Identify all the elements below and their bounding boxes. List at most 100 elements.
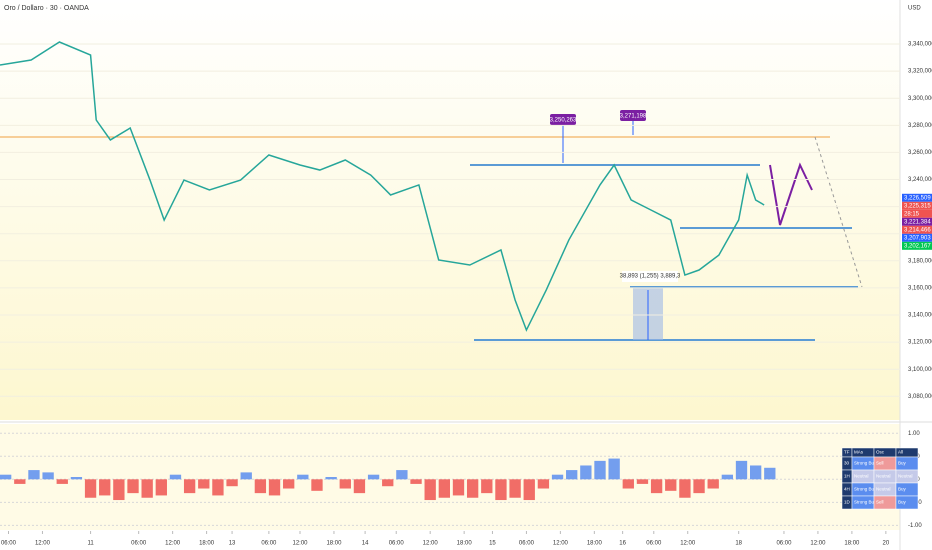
countdown-box	[902, 209, 932, 218]
price-label: 3,214,466	[904, 227, 931, 233]
table-text: Strong Buy	[854, 461, 877, 466]
price-pane	[0, 0, 900, 420]
x-tick-label: 18:00	[199, 541, 215, 547]
table-text: Buy	[898, 487, 907, 492]
table-text: 30	[844, 461, 850, 466]
histogram-bar	[665, 479, 677, 491]
measure-label-box	[622, 271, 678, 282]
x-tick-label: 06:00	[131, 541, 147, 547]
table-text: Osc	[876, 450, 885, 455]
x-tick-label: 18:00	[326, 541, 342, 547]
histogram-bar	[382, 479, 394, 487]
histogram-bar	[764, 467, 776, 480]
y-tick-label: 3,340,000	[908, 42, 932, 48]
price-label-box	[902, 225, 932, 234]
x-tick-label: 15	[489, 541, 496, 547]
x-tick-label: 12:00	[810, 541, 826, 547]
y-tick-label: 3,080,000	[908, 394, 932, 400]
x-tick-label: 12:00	[292, 541, 308, 547]
x-tick-label: 06:00	[776, 541, 792, 547]
histogram-bar	[84, 479, 97, 498]
y-tick-label: 3,240,000	[908, 177, 932, 183]
table-text: Neutral	[898, 474, 913, 479]
table-text: Neutral	[854, 474, 869, 479]
histogram-bar	[198, 479, 210, 489]
histogram-bar	[636, 479, 649, 484]
histogram-bar	[14, 479, 26, 484]
x-tick-label: 12:00	[680, 541, 696, 547]
x-tick-label: 18:00	[844, 541, 860, 547]
histogram-bar	[169, 474, 182, 480]
table-text: Strong Buy	[854, 487, 877, 492]
histogram-bar	[297, 474, 309, 480]
histogram-bar	[707, 479, 719, 489]
histogram-bar	[367, 474, 380, 480]
histogram-bar	[28, 470, 40, 480]
annotation-box	[550, 114, 576, 125]
projection-arrow	[769, 162, 813, 226]
x-tick-label: 06:00	[519, 541, 535, 547]
histogram-bar	[424, 479, 436, 501]
x-tick-label: 06:00	[646, 541, 662, 547]
histogram-bar	[551, 474, 564, 480]
histogram-bar	[155, 479, 167, 496]
plot-layer: 3,340,000 3,320,000 3,300,000 3,280,000 3,26…	[0, 41, 932, 547]
price-label-box	[902, 233, 932, 242]
currency: USD	[908, 6, 921, 12]
table-text: 1D	[844, 500, 851, 505]
x-tick-label: 06:00	[389, 541, 405, 547]
histogram-bar	[410, 479, 422, 484]
histogram-bar	[0, 474, 12, 480]
y-tick-label: 3,160,000	[908, 285, 932, 291]
table-text: All	[898, 450, 903, 455]
table-text: Strong Buy	[854, 500, 877, 505]
y-tick-label: 3,180,000	[908, 258, 932, 264]
histogram-bar	[566, 470, 578, 480]
price-label-box	[902, 201, 932, 210]
y-tick-label: 3,280,000	[908, 123, 932, 129]
trend-projection	[814, 136, 863, 288]
y-tick-label: 3,260,000	[908, 150, 932, 156]
histogram-bar	[56, 479, 68, 484]
annotation: 3,250,263	[550, 118, 577, 124]
x-tick-label: 20	[883, 541, 890, 547]
price-label-box	[902, 241, 932, 250]
histogram-bar	[693, 479, 705, 494]
y-tick-label: 1.00	[908, 431, 920, 437]
x-tick-label: 12:00	[423, 541, 439, 547]
histogram-bar	[42, 472, 54, 480]
histogram-bar	[240, 472, 252, 480]
table-text: Neutral	[876, 474, 891, 479]
x-tick-label: 18	[735, 541, 742, 547]
x-tick-label: 14	[362, 541, 369, 547]
annotation-box	[620, 110, 646, 121]
histogram-bar	[594, 460, 606, 480]
histogram-bar	[70, 477, 83, 480]
symbol-title: Oro / Dollaro · 30 · OANDA	[4, 5, 89, 12]
y-tick-label: 3,100,000	[908, 367, 932, 373]
table-text: TF	[844, 450, 850, 455]
histogram-bar	[339, 479, 351, 489]
countdown: 28:15	[904, 211, 920, 217]
price-label-box	[902, 217, 932, 226]
table-text: Buy	[898, 461, 907, 466]
y-tick-label: -1.00	[908, 523, 922, 529]
x-tick-label: 11	[87, 541, 94, 547]
histogram-bar	[495, 479, 507, 501]
price-label: 3,202,167	[904, 243, 931, 249]
histogram-bar	[721, 474, 734, 480]
histogram-bar	[608, 458, 620, 480]
histogram-bar	[311, 479, 323, 491]
histogram-bar	[735, 460, 748, 480]
y-tick-label: 3,140,000	[908, 313, 932, 319]
histogram-bar	[212, 479, 224, 496]
histogram-bar	[438, 479, 450, 498]
y-tick-label: 3,120,000	[908, 340, 932, 346]
histogram-bar	[523, 479, 535, 501]
table-text: Buy	[898, 500, 907, 505]
table-text: Neutral	[876, 487, 891, 492]
annotation: 3,271,198	[620, 114, 647, 120]
y-tick-label: 3,300,000	[908, 96, 932, 102]
histogram-bar	[268, 479, 281, 496]
x-tick-label: 12:00	[35, 541, 51, 547]
